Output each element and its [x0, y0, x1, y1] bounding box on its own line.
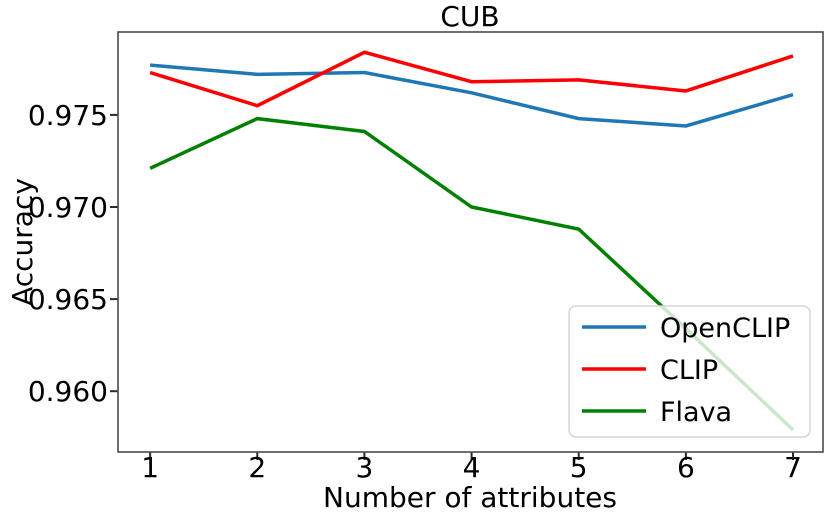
- legend-entry-openclip: OpenCLIP: [582, 313, 790, 344]
- legend: OpenCLIP CLIP Flava: [568, 305, 811, 438]
- x-tick-label: 1: [141, 451, 159, 484]
- chart-title: CUB: [440, 0, 499, 33]
- x-tick-label: 4: [463, 451, 481, 484]
- series-line-openclip: [149, 63, 794, 128]
- x-tick-label: 2: [248, 451, 266, 484]
- legend-entry-clip: CLIP: [582, 355, 718, 386]
- legend-entry-flava: Flava: [582, 397, 732, 428]
- y-tick-label: 0.975: [28, 99, 108, 132]
- x-tick-label: 5: [570, 451, 588, 484]
- series-line-clip: [149, 50, 794, 108]
- x-tick-label: 7: [784, 451, 802, 484]
- x-tick-label: 6: [677, 451, 695, 484]
- x-axis-label: Number of attributes: [323, 481, 617, 514]
- y-axis-label: Accuracy: [6, 178, 39, 306]
- plot-layer: 1 2 3 4 5 6 7 0.960 0.965 0.970 0.975: [28, 50, 802, 484]
- x-tick-label: 3: [356, 451, 374, 484]
- legend-label-openclip: OpenCLIP: [660, 313, 790, 344]
- plot-border: [117, 31, 824, 453]
- y-tick-label: 0.970: [28, 191, 108, 224]
- legend-box: [568, 305, 811, 438]
- legend-label-flava: Flava: [660, 397, 732, 428]
- y-tick-label: 0.960: [28, 375, 108, 408]
- y-tick-label: 0.965: [28, 283, 108, 316]
- legend-label-clip: CLIP: [660, 355, 718, 386]
